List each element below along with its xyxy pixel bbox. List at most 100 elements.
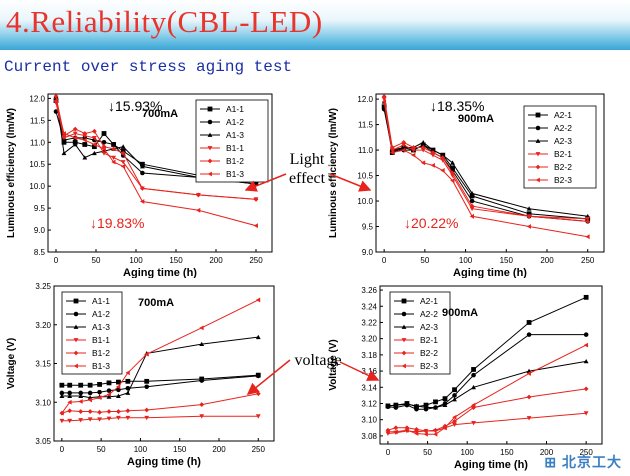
y-tick-label: 3.10	[361, 416, 377, 425]
chart-voltage-700ma: 0 50 100 150 200 250 3.05 3.10 3.15 3.20 3.25 Aging…	[6, 282, 275, 468]
data-point	[385, 403, 391, 408]
data-point	[97, 417, 102, 422]
y-tick-label: 3.08	[361, 432, 377, 441]
data-point	[125, 390, 131, 395]
data-point	[393, 429, 398, 435]
data-point	[67, 393, 73, 398]
data-point	[583, 342, 589, 348]
data-point	[116, 409, 121, 414]
data-point	[526, 320, 532, 325]
data-point	[67, 399, 72, 405]
data-point	[414, 429, 419, 435]
legend-marker	[207, 158, 213, 164]
x-axis-label: Aging time (h)	[453, 267, 527, 278]
legend-marker	[535, 138, 541, 143]
legend-marker	[207, 119, 213, 125]
data-point	[199, 341, 205, 347]
legend-marker	[401, 363, 406, 369]
data-point	[196, 207, 201, 213]
data-point	[101, 131, 107, 136]
data-point	[442, 402, 448, 408]
series-A2-3	[385, 358, 589, 410]
data-point	[420, 148, 426, 153]
x-tick-label: 100	[134, 445, 148, 454]
legend-marker	[401, 338, 407, 343]
data-point	[255, 414, 261, 419]
data-point	[78, 390, 84, 396]
legend-marker	[73, 363, 78, 369]
data-point	[420, 140, 426, 145]
data-point	[97, 382, 102, 387]
data-point	[452, 418, 457, 424]
data-point	[120, 150, 126, 156]
legend-label: B2-1	[420, 335, 438, 345]
data-point	[120, 144, 126, 149]
x-tick-label: 0	[382, 256, 387, 265]
x-tick-label: 0	[60, 445, 65, 454]
data-point	[92, 150, 97, 156]
chart-luminous-900ma: 0 50 100 150 200 250 9.0 9.5 10.0 10.5 11.0 11.5 12.…	[328, 93, 605, 278]
y-tick-label: 10.0	[357, 197, 373, 206]
legend-box	[61, 291, 123, 375]
x-tick-label: 0	[54, 256, 59, 265]
x-tick-label: 200	[209, 256, 223, 265]
legend-marker	[207, 106, 213, 112]
data-point	[144, 378, 150, 384]
x-tick-label: 100	[129, 256, 143, 265]
x-tick-label: 150	[173, 445, 187, 454]
data-point	[120, 164, 126, 169]
y-tick-label: 3.20	[361, 335, 377, 344]
data-point	[116, 384, 121, 390]
data-point	[53, 98, 58, 103]
legend-label: B1-3	[92, 361, 110, 371]
data-point	[106, 416, 112, 421]
y-tick-label: 3.25	[35, 282, 51, 291]
data-point	[125, 378, 131, 384]
data-point	[78, 409, 84, 414]
annotation-voltage: voltage	[294, 352, 342, 369]
data-point	[401, 143, 407, 148]
x-axis-label: Aging time (h)	[127, 456, 201, 468]
data-point	[82, 133, 88, 139]
data-point	[255, 334, 261, 340]
data-point	[420, 160, 426, 166]
x-tick-label: 250	[249, 256, 263, 265]
y-tick-label: 12.0	[357, 95, 373, 104]
data-point	[471, 421, 476, 426]
data-point	[87, 397, 93, 403]
data-point	[78, 382, 84, 388]
data-point	[469, 213, 475, 219]
data-point	[82, 142, 88, 147]
data-point	[411, 145, 416, 150]
data-point	[423, 431, 428, 437]
y-tick-label: 10.0	[29, 182, 45, 191]
data-point	[440, 152, 446, 158]
x-tick-label: 150	[169, 256, 183, 265]
data-point	[430, 162, 435, 168]
x-tick-label: 150	[500, 256, 514, 265]
title-banner	[0, 0, 630, 50]
data-point	[450, 160, 455, 165]
data-point	[61, 131, 66, 136]
x-tick-label: 200	[540, 448, 554, 457]
data-point	[78, 418, 84, 423]
y-tick-label: 3.16	[361, 367, 377, 376]
series-B2-3	[385, 342, 589, 437]
data-point	[471, 367, 476, 372]
legend-marker	[73, 298, 79, 304]
data-point	[393, 402, 399, 408]
data-point	[196, 192, 201, 198]
data-point	[469, 190, 475, 196]
x-tick-label: 250	[579, 448, 593, 457]
data-point	[116, 393, 121, 398]
legend-marker	[535, 125, 541, 131]
degradation-note-black: ↓18.35%	[430, 98, 484, 114]
legend-label: B2-2	[554, 162, 572, 172]
data-point	[452, 387, 457, 393]
data-point	[67, 390, 73, 396]
data-point	[101, 151, 107, 156]
data-point	[393, 425, 399, 431]
data-point	[106, 409, 112, 414]
legend-label: A2-1	[420, 296, 438, 306]
data-point	[87, 417, 93, 422]
